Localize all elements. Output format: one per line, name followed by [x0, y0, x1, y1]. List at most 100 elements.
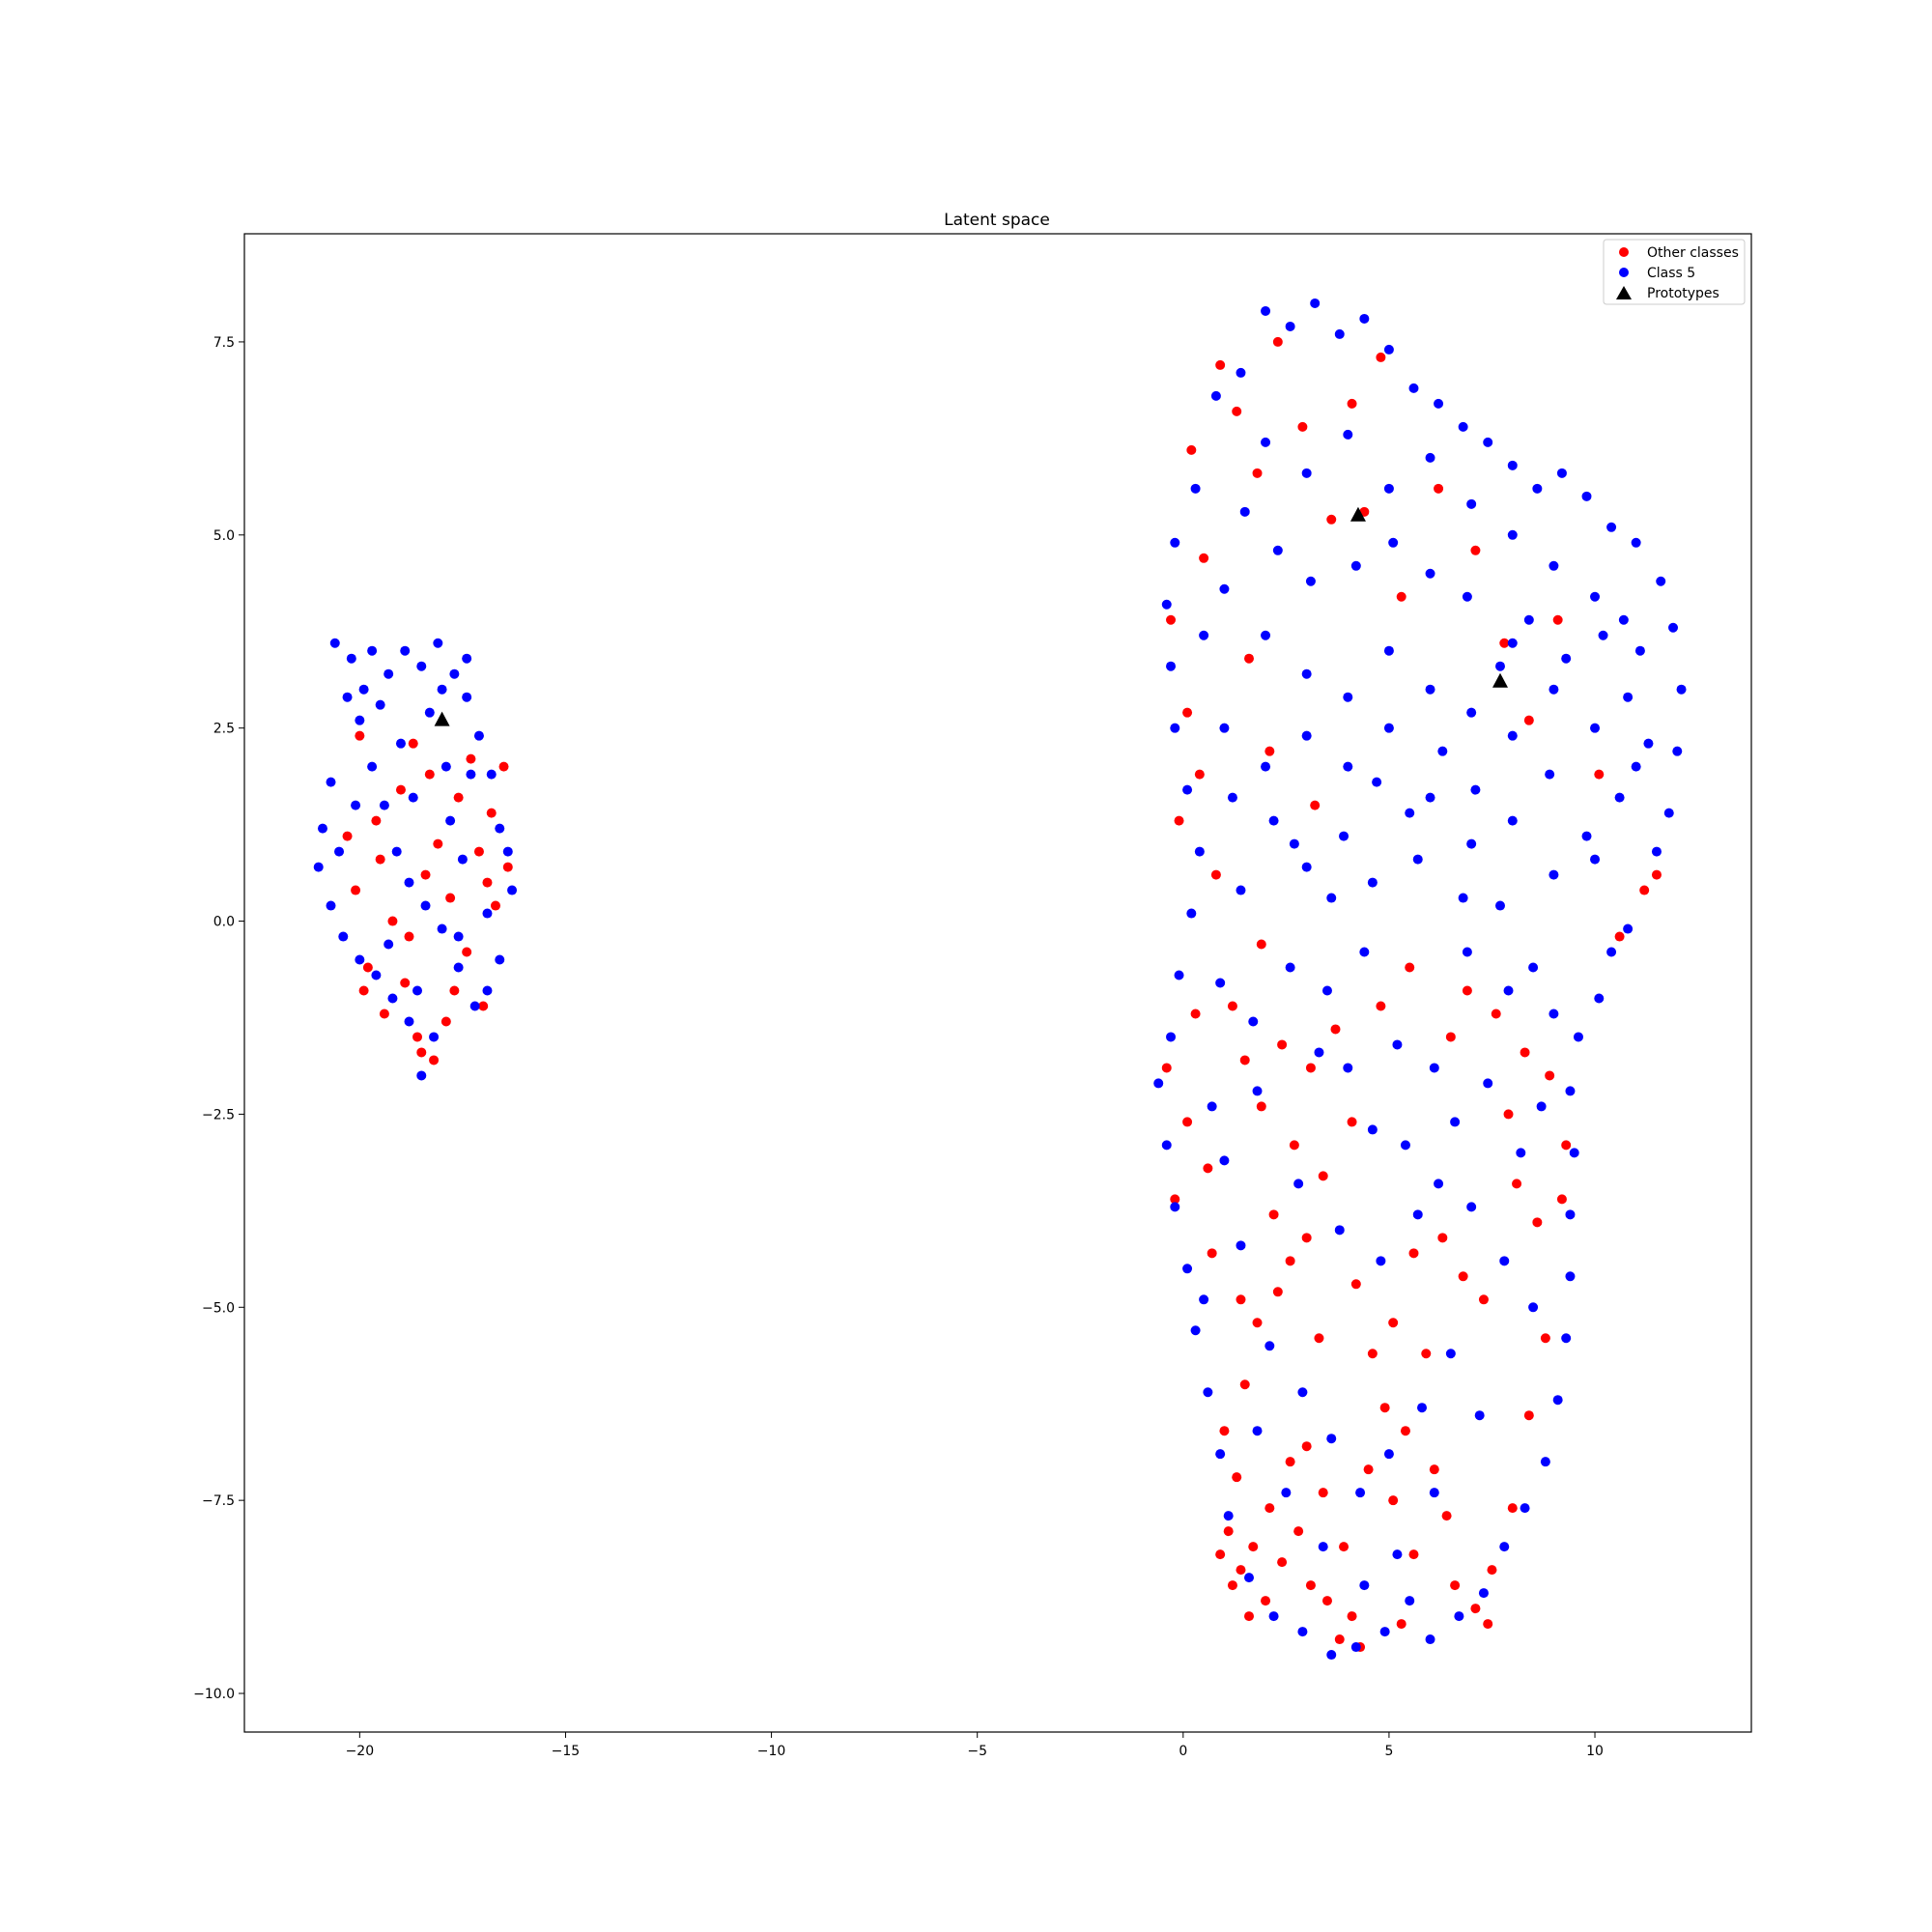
point-other-classes: [1400, 1426, 1410, 1436]
point-other-classes: [498, 761, 509, 772]
point-class-5: [1210, 390, 1221, 401]
point-class-5: [1606, 947, 1617, 957]
point-class-5: [1581, 831, 1592, 841]
point-class-5: [1261, 305, 1271, 316]
point-other-classes: [1261, 1596, 1271, 1606]
point-class-5: [1590, 854, 1601, 865]
point-class-5: [404, 1016, 414, 1027]
point-other-classes: [1491, 1009, 1501, 1019]
point-other-classes: [1223, 1526, 1234, 1537]
point-class-5: [1268, 815, 1279, 826]
point-other-classes: [1236, 1294, 1246, 1305]
point-class-5: [457, 854, 468, 865]
point-other-classes: [375, 854, 385, 865]
point-other-classes: [1232, 406, 1242, 416]
point-class-5: [404, 877, 414, 888]
point-class-5: [1651, 846, 1662, 857]
point-class-5: [1548, 1009, 1559, 1019]
point-class-5: [358, 684, 369, 695]
point-class-5: [1458, 893, 1468, 903]
point-class-5: [1203, 1387, 1213, 1398]
point-class-5: [1321, 985, 1332, 996]
point-other-classes: [395, 784, 406, 795]
point-class-5: [1239, 506, 1250, 517]
point-other-classes: [1347, 398, 1357, 409]
point-class-5: [1367, 1124, 1378, 1135]
point-class-5: [1285, 321, 1295, 331]
point-class-5: [1236, 885, 1246, 895]
point-other-classes: [1305, 1063, 1316, 1073]
point-other-classes: [1434, 483, 1444, 494]
point-other-classes: [362, 962, 373, 973]
point-class-5: [473, 730, 484, 741]
point-class-5: [1425, 684, 1435, 695]
point-other-classes: [1199, 553, 1209, 563]
point-class-5: [1268, 1611, 1279, 1622]
point-class-5: [1569, 1148, 1579, 1158]
chart-title: Latent space: [944, 211, 1050, 230]
point-other-classes: [412, 1032, 423, 1042]
point-class-5: [1540, 1457, 1550, 1467]
point-other-classes: [1408, 1549, 1419, 1560]
plot-frame: [243, 233, 1752, 1733]
point-other-classes: [1256, 939, 1266, 950]
point-class-5: [1166, 661, 1177, 671]
point-other-classes: [1174, 815, 1184, 826]
point-class-5: [1478, 1588, 1489, 1599]
point-other-classes: [404, 931, 414, 942]
point-class-5: [1194, 846, 1205, 857]
point-class-5: [1631, 761, 1641, 772]
point-class-5: [1614, 792, 1625, 803]
point-class-5: [1462, 947, 1472, 957]
point-other-classes: [1285, 1457, 1295, 1467]
point-class-5: [416, 661, 427, 671]
point-other-classes: [1470, 545, 1481, 555]
point-class-5: [1499, 1542, 1510, 1552]
point-class-5: [466, 769, 476, 780]
point-other-classes: [371, 815, 382, 826]
point-other-classes: [1545, 1070, 1555, 1081]
point-other-classes: [358, 985, 369, 996]
point-class-5: [1305, 576, 1316, 586]
point-other-classes: [400, 978, 411, 988]
legend-marker-other-classes: [1619, 247, 1629, 257]
point-other-classes: [1376, 1001, 1386, 1011]
point-other-classes: [1268, 1209, 1279, 1220]
point-class-5: [1668, 622, 1679, 633]
point-other-classes: [1478, 1294, 1489, 1305]
point-other-classes: [1256, 1101, 1266, 1112]
point-class-5: [1153, 1078, 1164, 1089]
point-class-5: [1561, 1333, 1572, 1344]
point-class-5: [1400, 1140, 1410, 1151]
point-class-5: [1507, 638, 1518, 648]
point-class-5: [1182, 1264, 1193, 1274]
point-class-5: [351, 800, 361, 810]
point-other-classes: [1396, 1619, 1406, 1630]
point-class-5: [1343, 692, 1353, 702]
point-class-5: [1503, 985, 1514, 996]
point-class-5: [1548, 869, 1559, 880]
point-class-5: [482, 908, 493, 919]
point-other-classes: [1326, 514, 1337, 525]
point-class-5: [1495, 900, 1505, 911]
point-other-classes: [1318, 1171, 1328, 1181]
point-class-5: [1219, 723, 1230, 733]
point-class-5: [1310, 298, 1321, 308]
point-other-classes: [1462, 985, 1472, 996]
point-other-classes: [1388, 1495, 1399, 1506]
point-class-5: [1166, 1032, 1177, 1042]
point-other-classes: [1161, 1063, 1172, 1073]
point-class-5: [1405, 808, 1415, 818]
point-class-5: [1466, 1202, 1477, 1212]
point-class-5: [1339, 831, 1350, 841]
legend-label-other-classes: Other classes: [1647, 245, 1739, 261]
point-class-5: [1425, 452, 1435, 463]
point-class-5: [462, 653, 472, 664]
point-prototypes: [434, 711, 450, 726]
point-class-5: [1383, 483, 1394, 494]
point-class-5: [1437, 746, 1448, 756]
point-other-classes: [1318, 1488, 1328, 1498]
point-other-classes: [1651, 869, 1662, 880]
point-class-5: [416, 1070, 427, 1081]
point-class-5: [433, 638, 443, 648]
